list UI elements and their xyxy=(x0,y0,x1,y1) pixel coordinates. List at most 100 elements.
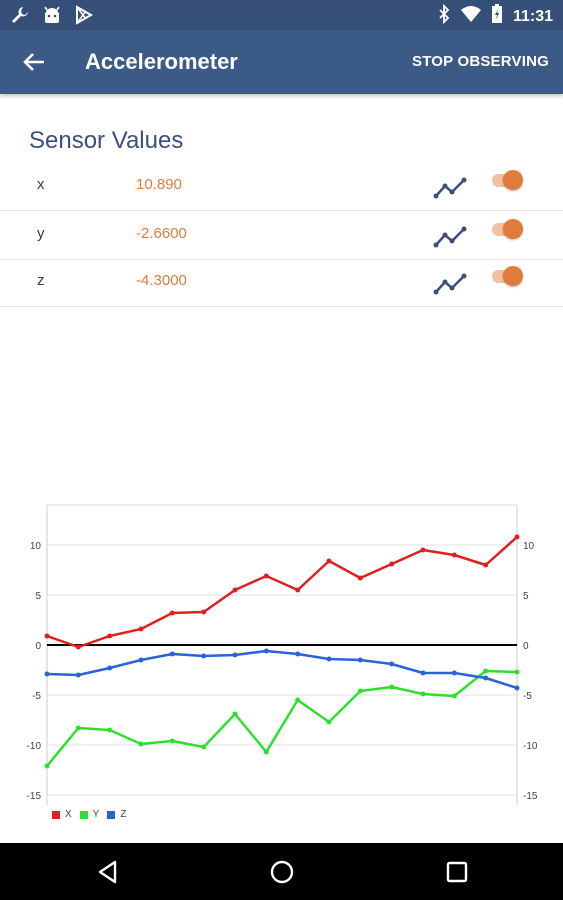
axis-value: -4.3000 xyxy=(136,272,187,289)
data-point-z xyxy=(232,652,238,658)
axis-label: x xyxy=(37,176,45,193)
data-point-z xyxy=(138,657,144,663)
data-point-x xyxy=(483,562,489,568)
data-point-y xyxy=(420,691,426,697)
data-point-y xyxy=(357,688,363,694)
data-point-z xyxy=(420,670,426,676)
home-circle-icon[interactable] xyxy=(269,859,295,885)
page-title: Accelerometer xyxy=(85,49,238,74)
legend-item: X xyxy=(52,809,72,820)
arrow-back-icon[interactable] xyxy=(18,46,50,78)
data-point-z xyxy=(357,657,363,663)
y-tick-label-right: -5 xyxy=(523,691,532,702)
data-point-y xyxy=(201,744,207,750)
sensor-chart: 10 10 5 5 0 0 -5 -5 -10 -10 -15 -15 xyxy=(0,495,563,835)
android-icon xyxy=(42,5,62,30)
data-point-x xyxy=(389,561,395,567)
y-tick-label-left: -15 xyxy=(27,791,42,802)
data-point-y xyxy=(326,719,332,725)
data-point-x xyxy=(232,587,238,593)
data-point-x xyxy=(201,609,207,615)
data-point-x xyxy=(326,558,332,564)
data-point-x xyxy=(295,587,301,593)
data-point-y xyxy=(389,684,395,690)
data-point-y xyxy=(483,668,489,674)
sensor-row-y: y -2.6600 xyxy=(0,211,563,260)
data-point-y xyxy=(75,725,81,731)
axis-value: -2.6600 xyxy=(136,225,187,242)
y-tick-label-left: -10 xyxy=(27,741,42,752)
legend-item: Z xyxy=(107,809,126,820)
axis-value: 10.890 xyxy=(136,176,182,193)
y-tick-label-right: -15 xyxy=(523,791,538,802)
data-point-y xyxy=(295,697,301,703)
series-line-y xyxy=(46,669,518,767)
y-tick-label-left: -5 xyxy=(32,691,41,702)
data-point-y xyxy=(138,741,144,747)
data-point-x xyxy=(514,534,520,540)
series-line-z xyxy=(46,649,518,690)
data-point-z xyxy=(169,651,175,657)
data-point-z xyxy=(514,685,520,691)
play-store-icon xyxy=(74,5,94,30)
battery-icon xyxy=(491,4,503,29)
data-point-y xyxy=(232,711,238,717)
y-tick-label-left: 10 xyxy=(30,541,42,552)
y-tick-label-right: 10 xyxy=(523,541,535,552)
y-tick-label-right: -10 xyxy=(523,741,538,752)
toggle-switch[interactable] xyxy=(490,168,526,192)
data-point-x xyxy=(169,610,175,616)
data-point-z xyxy=(389,661,395,667)
stop-observing-button[interactable]: STOP OBSERVING xyxy=(411,53,549,70)
data-point-y xyxy=(451,693,457,699)
data-point-x xyxy=(357,575,363,581)
data-point-z xyxy=(75,672,81,678)
legend-item: Y xyxy=(79,809,99,820)
data-point-x xyxy=(263,573,269,579)
show-graph-icon[interactable] xyxy=(432,170,470,202)
data-point-y xyxy=(44,763,50,769)
data-point-x xyxy=(138,626,144,632)
wifi-icon xyxy=(460,5,481,28)
status-right-icons: 11:31 xyxy=(437,3,553,29)
data-point-z xyxy=(295,651,301,657)
chart-svg: 10 10 5 5 0 0 -5 -5 -10 -10 -15 -15 xyxy=(27,504,538,805)
sensor-row-z: z -4.3000 xyxy=(0,258,563,307)
data-point-x xyxy=(451,552,457,558)
series-line-x xyxy=(46,536,518,649)
data-point-x xyxy=(44,633,50,639)
data-point-z xyxy=(483,675,489,681)
status-bar: 11:31 xyxy=(0,0,563,30)
back-triangle-icon[interactable] xyxy=(95,859,121,885)
show-graph-icon[interactable] xyxy=(432,266,470,298)
status-time: 11:31 xyxy=(512,7,553,25)
y-tick-label-right: 0 xyxy=(523,641,529,652)
data-point-y xyxy=(107,727,113,733)
data-point-y xyxy=(263,749,269,755)
wrench-icon xyxy=(10,5,30,30)
status-left-icons xyxy=(10,5,94,30)
section-title: Sensor Values xyxy=(29,127,184,154)
sensor-row-x: x 10.890 xyxy=(0,162,563,211)
data-point-z xyxy=(451,670,457,676)
data-point-z xyxy=(107,665,113,671)
axis-label: z xyxy=(37,272,45,289)
y-tick-label-right: 5 xyxy=(523,591,529,602)
data-point-x xyxy=(420,547,426,553)
recents-square-icon[interactable] xyxy=(444,859,470,885)
data-point-z xyxy=(326,656,332,662)
y-tick-label-left: 0 xyxy=(35,641,41,652)
axis-label: y xyxy=(37,225,45,242)
data-point-y xyxy=(169,738,175,744)
app-bar: Accelerometer STOP OBSERVING xyxy=(0,30,563,94)
toggle-switch[interactable] xyxy=(490,217,526,241)
data-point-y xyxy=(514,669,520,675)
data-point-z xyxy=(44,671,50,677)
bluetooth-icon xyxy=(437,3,451,29)
show-graph-icon[interactable] xyxy=(432,219,470,251)
toggle-switch[interactable] xyxy=(490,264,526,288)
chart-legend: X Y Z xyxy=(52,809,126,820)
data-point-z xyxy=(201,653,207,659)
data-point-x xyxy=(107,633,113,639)
data-point-x xyxy=(75,644,81,650)
